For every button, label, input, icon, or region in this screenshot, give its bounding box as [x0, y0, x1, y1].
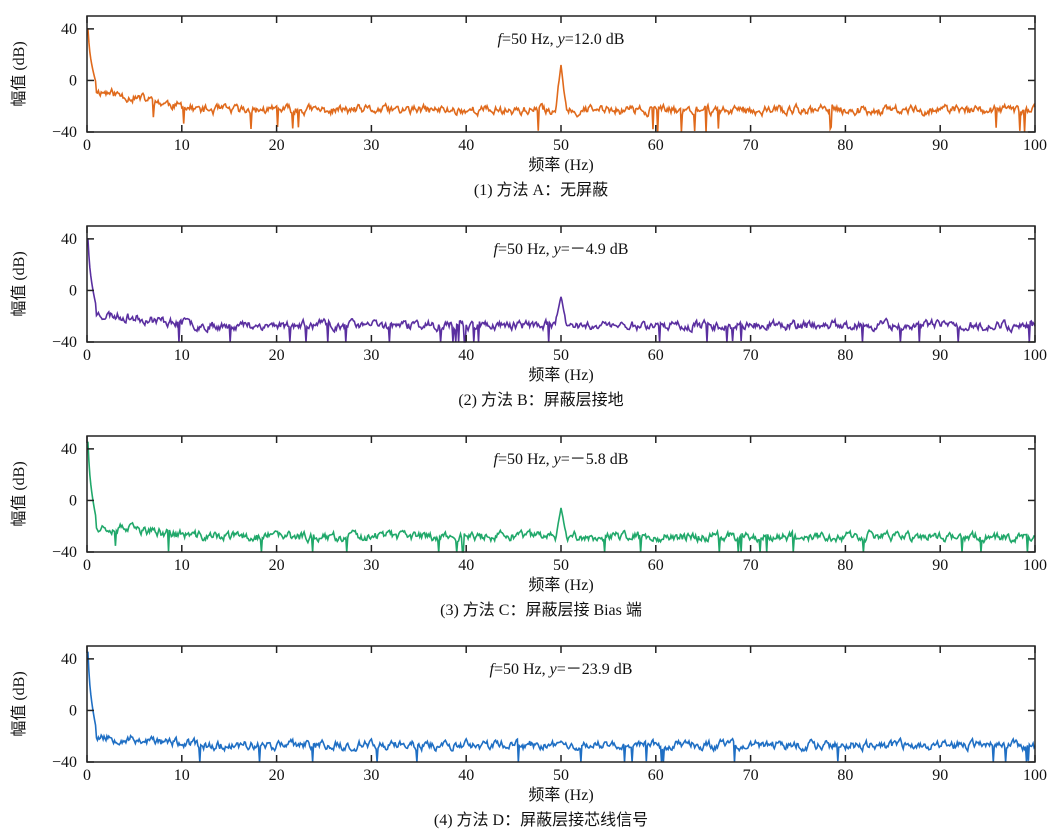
- y-tick-label: −40: [52, 754, 77, 771]
- annot-f: f: [498, 31, 505, 48]
- x-tick-label: 30: [363, 767, 379, 784]
- annot-y-value: =－5.8 dB: [561, 451, 629, 468]
- x-tick-label: 90: [932, 137, 948, 154]
- x-tick-label: 10: [174, 557, 190, 574]
- annot-y: y: [552, 451, 562, 468]
- y-tick-label: −40: [52, 544, 77, 561]
- x-tick-label: 80: [837, 347, 853, 364]
- spectrum-panel-4: 0 10 20 30 40 50 60 70 80 90 100 −40 0 40 幅值 (dB) 频率 (H…: [10, 645, 1047, 829]
- y-tick-label: 40: [61, 651, 77, 668]
- y-axis-label: 幅值 (dB): [10, 251, 28, 316]
- x-tick-label: 10: [174, 137, 190, 154]
- x-tick-label: 70: [743, 347, 759, 364]
- x-axis-label: 频率 (Hz): [528, 576, 593, 594]
- annot-y: y: [548, 661, 558, 678]
- annot-y: y: [556, 31, 566, 48]
- x-tick-label: 100: [1023, 767, 1047, 784]
- y-tick-label: 0: [69, 702, 77, 719]
- spectrum-line: [87, 651, 1036, 763]
- y-tick-label: 0: [69, 72, 77, 89]
- annot-f-value: =50 Hz,: [498, 241, 554, 258]
- x-tick-label: 100: [1023, 557, 1047, 574]
- y-axis-label: 幅值 (dB): [10, 41, 28, 106]
- spectrum-panel-2: 0 10 20 30 40 50 60 70 80 90 100 −40 0 40 幅值 (dB) 频率 (H…: [10, 225, 1047, 409]
- spectrum-line: [87, 238, 1036, 343]
- annot-f: f: [490, 661, 497, 678]
- spectrum-line: [87, 28, 1036, 133]
- annot-y: y: [552, 241, 562, 258]
- x-tick-label: 0: [83, 137, 91, 154]
- x-tick-label: 80: [837, 137, 853, 154]
- x-tick-label: 60: [648, 137, 664, 154]
- peak-annotation: f=50 Hz, y=－5.8 dB: [494, 451, 629, 468]
- x-tick-label: 30: [363, 557, 379, 574]
- x-tick-label: 50: [553, 347, 569, 364]
- x-tick-label: 30: [363, 347, 379, 364]
- peak-annotation: f=50 Hz, y=－4.9 dB: [494, 241, 629, 258]
- annot-f-value: =50 Hz,: [502, 31, 558, 48]
- annot-f: f: [494, 451, 501, 468]
- x-tick-label: 0: [83, 347, 91, 364]
- panel-caption: (2) 方法 B：屏蔽层接地: [458, 391, 623, 409]
- x-axis-label: 频率 (Hz): [528, 366, 593, 384]
- x-tick-label: 10: [174, 347, 190, 364]
- y-tick-label: 40: [61, 231, 77, 248]
- annot-y-value: =－23.9 dB: [557, 661, 633, 678]
- x-tick-label: 30: [363, 137, 379, 154]
- annot-y-value: =12.0 dB: [565, 31, 625, 48]
- y-tick-label: 40: [61, 441, 77, 458]
- x-tick-label: 0: [83, 767, 91, 784]
- x-tick-label: 90: [932, 767, 948, 784]
- x-tick-label: 100: [1023, 137, 1047, 154]
- panel-caption: (4) 方法 D：屏蔽层接芯线信号: [434, 811, 648, 829]
- x-tick-label: 80: [837, 767, 853, 784]
- peak-annotation: f=50 Hz, y=12.0 dB: [498, 31, 625, 48]
- x-tick-label: 20: [269, 767, 285, 784]
- x-tick-label: 20: [269, 557, 285, 574]
- x-tick-label: 0: [83, 557, 91, 574]
- x-tick-label: 60: [648, 767, 664, 784]
- x-tick-label: 20: [269, 347, 285, 364]
- spectrum-panel-1: 0 10 20 30 40 50 60 70 80 90 100 −40 0 40 幅值 (dB) 频率 (H…: [10, 15, 1047, 199]
- x-tick-label: 20: [269, 137, 285, 154]
- x-tick-label: 50: [553, 137, 569, 154]
- spectrum-panel-3: 0 10 20 30 40 50 60 70 80 90 100 −40 0 40 幅值 (dB) 频率 (H…: [10, 435, 1047, 619]
- annot-f: f: [494, 241, 501, 258]
- x-tick-label: 50: [553, 767, 569, 784]
- y-tick-label: −40: [52, 124, 77, 141]
- x-tick-label: 70: [743, 767, 759, 784]
- y-tick-label: 40: [61, 21, 77, 38]
- peak-annotation: f=50 Hz, y=－23.9 dB: [490, 661, 633, 678]
- y-tick-label: 0: [69, 492, 77, 509]
- x-axis-label: 频率 (Hz): [528, 786, 593, 804]
- x-tick-label: 10: [174, 767, 190, 784]
- y-axis-label: 幅值 (dB): [10, 671, 28, 736]
- x-tick-label: 60: [648, 347, 664, 364]
- x-tick-label: 80: [837, 557, 853, 574]
- panel-caption: (3) 方法 C：屏蔽层接 Bias 端: [440, 601, 642, 619]
- x-tick-label: 50: [553, 557, 569, 574]
- panel-caption: (1) 方法 A：无屏蔽: [474, 181, 608, 199]
- spectrum-line: [87, 441, 1036, 553]
- y-tick-label: 0: [69, 282, 77, 299]
- x-axis-label: 频率 (Hz): [528, 156, 593, 174]
- x-tick-label: 70: [743, 137, 759, 154]
- x-tick-label: 100: [1023, 347, 1047, 364]
- annot-f-value: =50 Hz,: [494, 661, 550, 678]
- x-tick-label: 40: [458, 137, 474, 154]
- y-axis-label: 幅值 (dB): [10, 461, 28, 526]
- x-tick-label: 90: [932, 347, 948, 364]
- x-tick-label: 60: [648, 557, 664, 574]
- y-tick-label: −40: [52, 334, 77, 351]
- x-tick-label: 90: [932, 557, 948, 574]
- x-tick-label: 40: [458, 347, 474, 364]
- annot-y-value: =－4.9 dB: [561, 241, 629, 258]
- x-tick-label: 40: [458, 557, 474, 574]
- x-tick-label: 70: [743, 557, 759, 574]
- x-tick-label: 40: [458, 767, 474, 784]
- annot-f-value: =50 Hz,: [498, 451, 554, 468]
